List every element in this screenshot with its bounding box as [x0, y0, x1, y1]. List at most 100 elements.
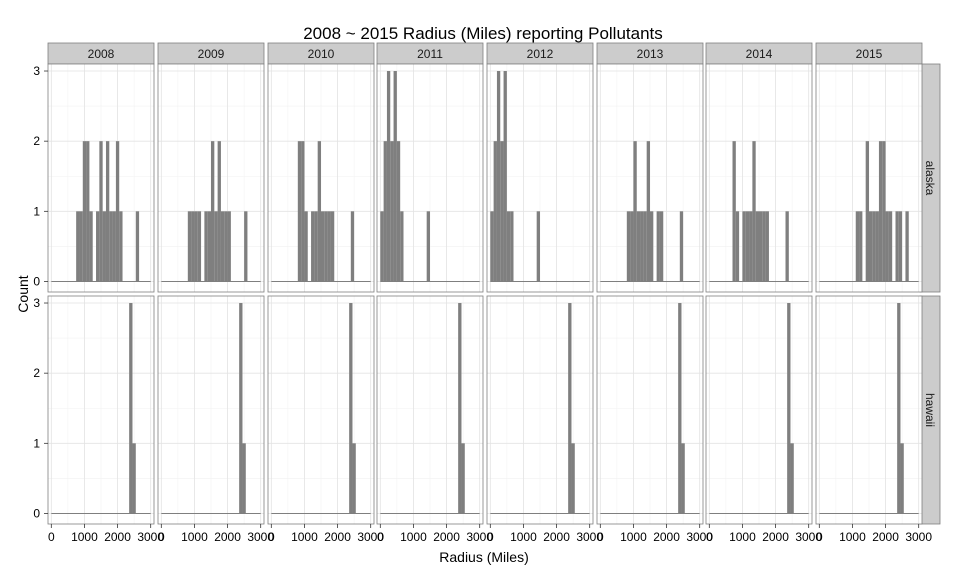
histogram-bar: [755, 211, 759, 282]
facet-strip-label-2012: 2012: [527, 47, 554, 61]
histogram-bar: [646, 141, 650, 282]
histogram-bar: [895, 211, 899, 282]
panel-hawaii-2010: 0 1000 2000 3000: [267, 295, 384, 544]
histogram-bar: [536, 211, 540, 282]
panel-border: [486, 295, 594, 525]
histogram-bar: [643, 211, 647, 282]
histogram-bar: [900, 443, 904, 514]
histogram-bar: [785, 211, 789, 282]
histogram-bar: [191, 211, 195, 282]
x-tick-label: 1000: [71, 530, 98, 544]
panel-border: [486, 63, 594, 293]
histogram-bar: [317, 141, 321, 282]
histogram-bar: [500, 141, 504, 282]
histogram-bar: [659, 211, 664, 282]
histogram-bar: [135, 211, 140, 282]
panel-alaska-2015: [815, 63, 923, 293]
histogram-bar: [89, 211, 93, 282]
histogram-bar: [197, 211, 202, 282]
histogram-bar: [119, 211, 123, 282]
x-tick-label: 2000: [104, 530, 131, 544]
facet-strip-label-2009: 2009: [198, 47, 225, 61]
histogram-bar: [187, 211, 192, 282]
x-tick-label: 3000: [137, 530, 164, 544]
x-tick-label: 2000: [214, 530, 241, 544]
histogram-bar: [752, 141, 756, 282]
panel-alaska-2011: [376, 63, 484, 293]
panel-hawaii-2009: 0 1000 2000 3000: [157, 295, 274, 544]
panel-border: [47, 63, 155, 293]
histogram-bar: [493, 141, 497, 282]
histogram-bar: [898, 211, 903, 282]
histogram-bar: [352, 443, 356, 514]
x-tick-label: 1000: [510, 530, 537, 544]
histogram-bar: [383, 141, 387, 282]
histogram-bar: [787, 303, 791, 514]
histogram-bar: [859, 211, 863, 282]
facet-strip-label-2008: 2008: [88, 47, 115, 61]
histogram-bar: [461, 443, 465, 514]
x-tick-label: 1000: [181, 530, 208, 544]
histogram-bar: [503, 71, 507, 282]
histogram-bar: [872, 211, 876, 282]
x-tick-label: 2000: [324, 530, 351, 544]
x-tick-label: 0: [268, 530, 275, 544]
histogram-bar: [882, 141, 886, 282]
histogram-bar: [115, 141, 120, 282]
histogram-bar: [109, 211, 113, 282]
x-tick-label: 3000: [247, 530, 274, 544]
histogram-bar: [633, 141, 637, 282]
histogram-bar: [865, 141, 869, 282]
panel-border: [376, 63, 484, 293]
y-tick-label: 1: [33, 436, 40, 450]
histogram-bar: [506, 211, 511, 282]
panel-alaska-2010: [267, 63, 375, 293]
histogram-bar: [855, 211, 860, 282]
histogram-bar: [875, 211, 879, 282]
histogram-bar: [869, 211, 873, 282]
panel-alaska-2013: [596, 63, 704, 293]
x-tick-label: 2000: [543, 530, 570, 544]
panel-border: [267, 295, 375, 525]
x-tick-label: 3000: [576, 530, 603, 544]
histogram-bar: [626, 211, 631, 282]
histogram-bar: [132, 443, 136, 514]
histogram-bar: [765, 211, 769, 282]
histogram-bar: [905, 211, 909, 282]
y-tick-label: 1: [33, 204, 40, 218]
panel-border: [267, 63, 375, 293]
x-tick-label: 0: [706, 530, 713, 544]
histogram-bar: [742, 211, 746, 282]
histogram-bar: [112, 211, 116, 282]
x-tick-label: 2000: [872, 530, 899, 544]
histogram-bar: [386, 71, 391, 282]
x-tick-label: 0: [377, 530, 384, 544]
y-tick-label: 0: [33, 274, 40, 288]
histogram-bar: [350, 211, 355, 282]
histogram-bar: [79, 211, 83, 282]
histogram-bar: [393, 71, 397, 282]
histogram-bar: [242, 443, 246, 514]
histogram-bar: [207, 211, 211, 282]
histogram-bar: [327, 211, 331, 282]
histogram-bar: [640, 211, 644, 282]
histogram-bar: [650, 211, 654, 282]
histogram-bar: [211, 141, 215, 282]
histogram-bar: [749, 211, 753, 282]
facet-grid: 2008 2009 2010 2011 2012 2013 2014 2015alaskaha…: [33, 42, 941, 544]
histogram-bar: [630, 211, 634, 282]
histogram-bar: [239, 303, 243, 514]
x-tick-label: 2000: [653, 530, 680, 544]
panel-alaska-2014: [705, 63, 813, 293]
panel-border: [596, 63, 704, 293]
histogram-bar: [244, 211, 248, 282]
x-tick-label: 1000: [839, 530, 866, 544]
histogram-bar: [204, 211, 208, 282]
panel-border: [376, 295, 484, 525]
panel-border: [705, 63, 813, 293]
histogram-bar: [330, 211, 335, 282]
histogram-bar: [679, 211, 684, 282]
histogram-bar: [762, 211, 766, 282]
x-tick-label: 0: [487, 530, 494, 544]
histogram-bar: [96, 211, 100, 282]
